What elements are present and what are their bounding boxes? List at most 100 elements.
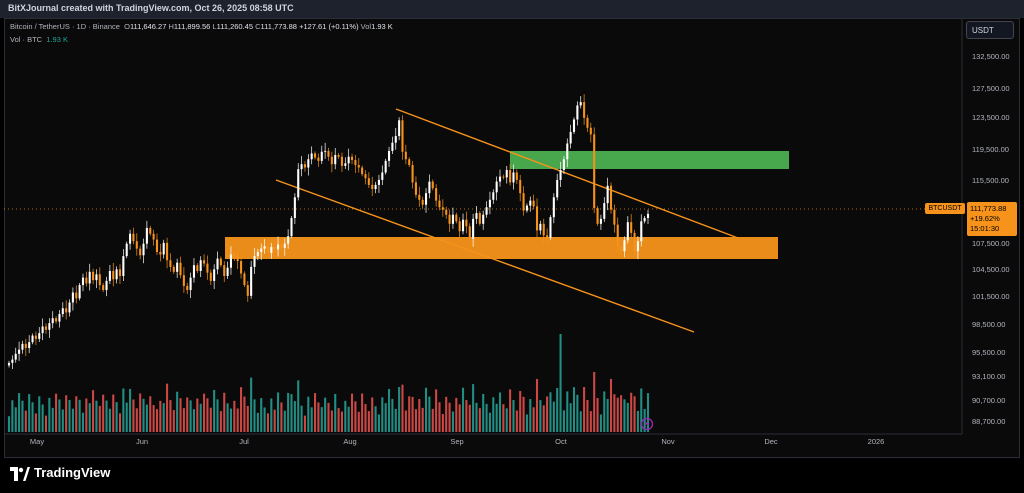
candle xyxy=(441,207,444,210)
candle xyxy=(98,274,101,286)
candle xyxy=(263,246,266,249)
candle xyxy=(199,260,202,272)
volume-bar xyxy=(246,405,249,432)
time-tick-label: Sep xyxy=(450,437,463,446)
price-chart[interactable]: 132,500.00 127,500.00 123,500.00 119,500.00… xyxy=(0,0,1024,458)
volume-bar xyxy=(579,411,582,432)
candle xyxy=(182,275,185,286)
volume-layer xyxy=(7,334,650,432)
candle xyxy=(75,292,78,299)
candle xyxy=(142,243,145,256)
candle xyxy=(122,256,125,276)
candle xyxy=(92,271,95,281)
currency-button[interactable]: USDT xyxy=(966,21,1014,39)
volume-bar xyxy=(488,412,491,432)
price-tick-label: 101,500.00 xyxy=(972,292,1010,301)
volume-line-label[interactable]: Vol · BTC xyxy=(10,35,43,44)
candle xyxy=(229,254,233,268)
candle xyxy=(108,271,111,281)
price-tick-label: 98,500.00 xyxy=(972,320,1005,329)
candle xyxy=(398,120,401,137)
volume-bar xyxy=(572,387,576,432)
volume-bar xyxy=(196,398,199,432)
candle xyxy=(542,223,545,236)
candle xyxy=(502,176,505,178)
volume-bar xyxy=(643,409,646,432)
volume-bar xyxy=(102,394,105,432)
volume-bar xyxy=(361,393,364,432)
candle xyxy=(48,323,51,330)
candle xyxy=(428,181,431,194)
support-zone[interactable] xyxy=(225,237,778,259)
price-tick-label: 119,500.00 xyxy=(972,145,1009,154)
volume-bar xyxy=(172,410,175,432)
candle xyxy=(334,155,337,165)
price-tick-label: 107,500.00 xyxy=(972,239,1010,248)
candle xyxy=(78,285,81,299)
volume-bar xyxy=(401,384,404,432)
volume-bar xyxy=(498,392,502,432)
volume-line-value: 1.93 K xyxy=(46,35,68,44)
candle xyxy=(300,164,303,170)
candle xyxy=(290,218,293,237)
volume-bar xyxy=(606,399,609,432)
bar-countdown: 15:01:30 xyxy=(970,224,1000,233)
candle xyxy=(377,179,380,185)
volume-bar xyxy=(169,400,172,432)
candle xyxy=(603,203,606,219)
candle xyxy=(461,219,465,232)
volume-bar xyxy=(371,397,374,432)
volume-bar xyxy=(112,394,115,432)
candle xyxy=(535,206,539,231)
candle xyxy=(606,185,609,204)
tradingview-logo[interactable]: TradingView xyxy=(10,465,120,483)
volume-bar xyxy=(458,404,461,432)
volume-bar xyxy=(324,397,327,432)
volume-bar xyxy=(509,389,512,432)
candle xyxy=(132,233,135,242)
candle xyxy=(344,163,347,166)
candle xyxy=(273,246,276,250)
symbol-label[interactable]: Bitcoin / TetherUS · 1D · Binance xyxy=(10,22,120,31)
volume-bar xyxy=(334,393,337,432)
tradingview-logo-icon xyxy=(10,467,30,481)
volume-bar xyxy=(421,407,424,432)
volume-bar xyxy=(135,408,138,432)
candle xyxy=(640,221,643,242)
candle xyxy=(65,308,68,313)
candle xyxy=(327,150,330,157)
volume-bar xyxy=(280,402,283,432)
volume-bar xyxy=(240,387,243,432)
candle xyxy=(226,267,229,276)
channel-upper-line[interactable] xyxy=(395,108,739,239)
channel-lower-line[interactable] xyxy=(275,179,695,333)
candle xyxy=(384,160,387,173)
time-tick-label: May xyxy=(30,437,44,446)
candle xyxy=(347,156,350,164)
volume-bar xyxy=(374,406,377,432)
candle xyxy=(330,156,333,165)
candle xyxy=(643,218,646,222)
volume-bar xyxy=(559,334,562,432)
volume-bar xyxy=(61,409,64,432)
candle xyxy=(599,218,602,224)
volume-legend: Vol · BTC 1.93 K xyxy=(10,35,68,44)
volume-bar xyxy=(562,410,565,432)
volume-bar xyxy=(176,391,179,432)
candle xyxy=(354,160,357,166)
volume-bar xyxy=(505,408,508,432)
volume-bar xyxy=(179,398,182,432)
price-axis: 132,500.00 127,500.00 123,500.00 119,500.00… xyxy=(972,52,1010,426)
bolt-icon[interactable] xyxy=(640,417,654,431)
candle xyxy=(85,277,88,284)
resistance-zone[interactable] xyxy=(510,151,789,169)
candle xyxy=(367,178,370,185)
candle xyxy=(408,159,411,166)
volume-bar xyxy=(297,380,300,432)
candle xyxy=(596,208,599,224)
last-price-change: +19.62% xyxy=(970,214,1000,223)
candle xyxy=(88,271,91,284)
candle xyxy=(586,117,589,128)
volume-bar xyxy=(512,399,515,432)
candle xyxy=(11,359,14,363)
